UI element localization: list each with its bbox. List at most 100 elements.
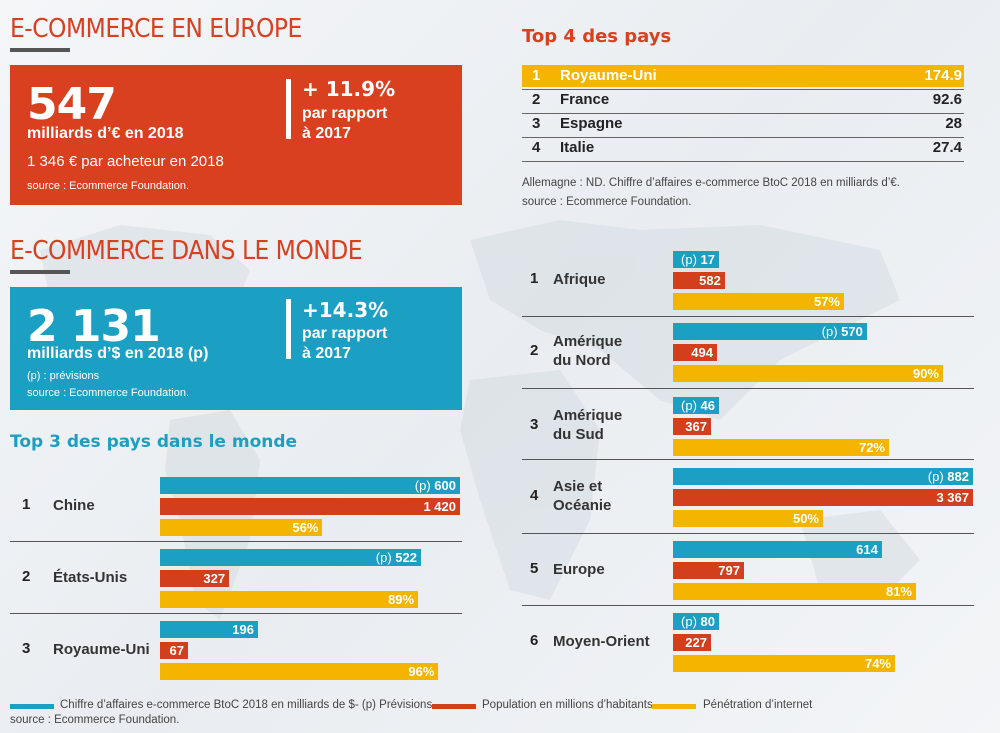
bar-red: 67 xyxy=(160,642,188,659)
bar-yellow: 90% xyxy=(673,365,943,382)
world-growth-line2: à 2017 xyxy=(302,345,351,362)
group-separator xyxy=(10,541,462,542)
bar-value-label: 3 367 xyxy=(936,490,969,505)
world-source: source : Ecommerce Foundation. xyxy=(27,387,190,399)
bar-value-label: 56% xyxy=(292,520,319,535)
prevision-marker: (p) xyxy=(681,614,701,629)
category-label-line: Asie et xyxy=(553,478,603,495)
top4-country: Espagne xyxy=(560,115,623,132)
top4-row-separator xyxy=(522,113,964,114)
bar-value-label: 89% xyxy=(388,592,415,607)
world-stats-box: 2 131 milliards d’$ en 2018 (p) (p) : pr… xyxy=(10,287,462,410)
bar-teal: 614 xyxy=(673,541,882,558)
europe-growth-line1: par rapport xyxy=(302,105,388,122)
bar-yellow: 72% xyxy=(673,439,889,456)
category-label: Royaume-Uni xyxy=(53,640,150,659)
top4-row-separator xyxy=(522,89,964,90)
rank-label: 1 xyxy=(530,270,539,287)
europe-growth-line2: à 2017 xyxy=(302,125,351,142)
world-title-rule xyxy=(10,270,70,274)
top4-row-separator xyxy=(522,161,964,162)
bar-yellow: 74% xyxy=(673,655,895,672)
europe-per-buyer: 1 346 € par acheteur en 2018 xyxy=(27,153,224,170)
bar-value-label: 614 xyxy=(856,542,878,557)
europe-stats-box: 547 milliards d’€ en 2018 1 346 € par ac… xyxy=(10,65,462,205)
bar-teal: (p) 570 xyxy=(673,323,867,340)
europe-source: source : Ecommerce Foundation. xyxy=(27,180,190,192)
bar-red: 1 420 xyxy=(160,498,460,515)
top3-title: Top 3 des pays dans le monde xyxy=(10,432,298,452)
prevision-marker: (p) xyxy=(821,324,842,339)
top4-rank: 1 xyxy=(532,67,541,84)
bar-value-label: 74% xyxy=(864,656,891,671)
bar-red: 582 xyxy=(673,272,725,289)
world-prevision-note: (p) : prévisions xyxy=(27,370,100,382)
bar-red: 327 xyxy=(160,570,230,587)
category-label-line: Chine xyxy=(53,496,95,514)
bar-teal: (p) 46 xyxy=(673,397,719,414)
group-separator xyxy=(522,605,974,606)
legend-label-teal: Chiffre d’affaires e-commerce BtoC 2018 … xyxy=(60,699,436,711)
bar-value-label: 600 xyxy=(434,478,456,493)
bar-teal: (p) 882 xyxy=(673,468,973,485)
bar-value-label: 72% xyxy=(858,440,885,455)
bar-value-label: 494 xyxy=(691,345,713,360)
world-big-number: 2 131 xyxy=(27,301,161,352)
bar-yellow: 57% xyxy=(673,293,844,310)
bar-red: 227 xyxy=(673,634,711,651)
bar-teal: (p) 600 xyxy=(160,477,460,494)
world-growth: +14.3% xyxy=(302,298,389,322)
prevision-marker: (p) xyxy=(681,252,701,267)
top4-row: 3 Espagne 28 xyxy=(522,113,964,135)
top4-country: France xyxy=(560,91,610,108)
world-growth-line1: par rapport xyxy=(302,325,388,342)
top4-value: 27.4 xyxy=(932,139,962,156)
europe-title-rule xyxy=(10,48,70,52)
bar-value-label: 80 xyxy=(700,614,715,629)
top4-value: 28 xyxy=(945,115,962,132)
rank-label: 2 xyxy=(22,568,31,585)
prevision-marker: (p) xyxy=(681,398,701,413)
bar-teal: (p) 17 xyxy=(673,251,719,268)
bar-teal: (p) 80 xyxy=(673,613,719,630)
bar-value-label: 797 xyxy=(718,563,740,578)
world-section-title: E-COMMERCE DANS LE MONDE xyxy=(10,236,363,266)
bar-value-label: 17 xyxy=(700,252,715,267)
top4-value: 174.9 xyxy=(924,67,962,84)
category-label-line: Amérique xyxy=(553,333,623,350)
category-label: Asie et Océanie xyxy=(553,477,611,515)
category-label: Europe xyxy=(553,560,605,579)
bar-value-label: 227 xyxy=(685,635,707,650)
legend-label-yellow: Pénétration d’internet xyxy=(703,699,813,711)
europe-growth: + 11.9% xyxy=(302,77,396,101)
bar-value-label: 1 420 xyxy=(423,499,456,514)
rank-label: 2 xyxy=(530,342,539,359)
top4-note: Allemagne : ND. Chiffre d’affaires e-com… xyxy=(522,177,900,189)
bar-yellow: 89% xyxy=(160,591,419,608)
top4-rank: 4 xyxy=(532,139,541,156)
bar-value-label: 46 xyxy=(700,398,715,413)
top4-value: 92.6 xyxy=(932,91,962,108)
bar-value-label: 57% xyxy=(813,294,840,309)
legend-label-red: Population en millions d’habitants xyxy=(482,699,653,711)
top4-country: Royaume-Uni xyxy=(560,67,657,84)
bar-teal: (p) 522 xyxy=(160,549,421,566)
group-separator xyxy=(522,533,974,534)
bar-value-label: 367 xyxy=(685,419,707,434)
bar-value-label: 882 xyxy=(947,469,969,484)
group-separator xyxy=(522,459,974,460)
legend-source: source : Ecommerce Foundation. xyxy=(10,714,180,726)
category-label-line: Europe xyxy=(553,560,605,578)
bar-value-label: 196 xyxy=(232,622,254,637)
top4-rank: 3 xyxy=(532,115,541,132)
category-label-line: du Nord xyxy=(553,352,611,369)
category-label: Amérique du Sud xyxy=(553,406,622,444)
rank-label: 3 xyxy=(530,416,539,433)
world-unit: milliards d’$ en 2018 (p) xyxy=(27,345,209,362)
bar-yellow: 56% xyxy=(160,519,323,536)
bar-value-label: 50% xyxy=(792,511,819,526)
top4-row-separator xyxy=(522,137,964,138)
europe-big-number: 547 xyxy=(27,79,117,130)
bar-value-label: 67 xyxy=(169,643,184,658)
top4-title: Top 4 des pays xyxy=(522,26,672,47)
